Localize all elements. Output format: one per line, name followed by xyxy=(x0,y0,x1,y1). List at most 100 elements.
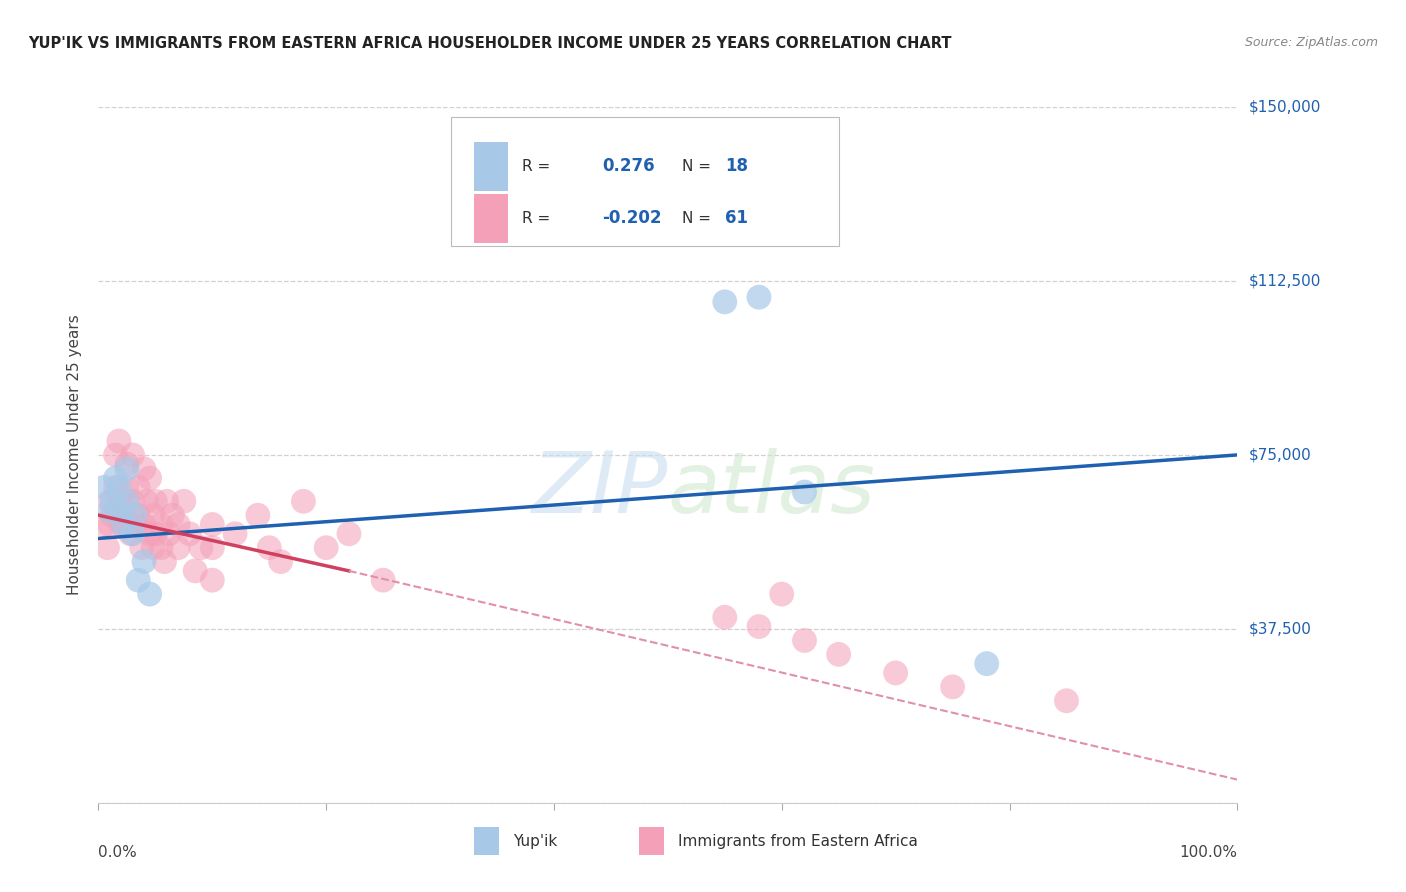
Point xyxy=(96,541,118,555)
Point xyxy=(793,485,815,500)
Text: 0.276: 0.276 xyxy=(602,157,654,175)
Point xyxy=(108,480,131,494)
Point xyxy=(157,526,180,541)
Point xyxy=(190,541,212,555)
FancyBboxPatch shape xyxy=(451,118,839,246)
Point xyxy=(93,517,115,532)
Point xyxy=(145,526,167,541)
Point xyxy=(748,619,770,633)
Point xyxy=(110,503,132,517)
Point xyxy=(110,517,132,532)
Point xyxy=(714,294,737,309)
Point xyxy=(173,494,195,508)
Text: R =: R = xyxy=(522,211,555,226)
Text: $37,500: $37,500 xyxy=(1249,622,1312,636)
Text: R =: R = xyxy=(522,159,555,174)
Point xyxy=(101,494,124,508)
Point xyxy=(104,480,127,494)
Point xyxy=(115,494,138,508)
Text: $75,000: $75,000 xyxy=(1249,448,1312,462)
Point xyxy=(828,648,851,662)
Point xyxy=(179,526,201,541)
Point xyxy=(201,541,224,555)
Point xyxy=(127,573,149,587)
Point xyxy=(98,503,121,517)
Text: 0.0%: 0.0% xyxy=(98,845,138,860)
Text: Yup'ik: Yup'ik xyxy=(513,833,557,848)
Point xyxy=(770,587,793,601)
Point xyxy=(224,526,246,541)
Point xyxy=(138,587,160,601)
Text: ZIP: ZIP xyxy=(531,448,668,532)
Point xyxy=(93,480,115,494)
Point xyxy=(884,665,907,680)
Point xyxy=(337,526,360,541)
Point xyxy=(98,494,121,508)
Point xyxy=(115,457,138,471)
Point xyxy=(942,680,965,694)
Point xyxy=(112,503,135,517)
Point xyxy=(246,508,269,523)
Bar xyxy=(474,827,499,855)
Text: $112,500: $112,500 xyxy=(1249,274,1320,288)
Point xyxy=(115,462,138,476)
Point xyxy=(108,434,131,448)
Point xyxy=(270,555,292,569)
Y-axis label: Householder Income Under 25 years: Householder Income Under 25 years xyxy=(67,315,83,595)
Point xyxy=(121,526,143,541)
Point xyxy=(138,526,160,541)
Text: 100.0%: 100.0% xyxy=(1180,845,1237,860)
Point xyxy=(156,494,179,508)
Point xyxy=(124,517,146,532)
Point xyxy=(121,448,143,462)
Point xyxy=(142,541,165,555)
Point xyxy=(201,573,224,587)
Bar xyxy=(474,194,509,243)
Text: 61: 61 xyxy=(725,210,748,227)
Point xyxy=(162,508,184,523)
Point xyxy=(793,633,815,648)
Point xyxy=(371,573,394,587)
Bar xyxy=(640,827,665,855)
Text: -0.202: -0.202 xyxy=(602,210,661,227)
Point xyxy=(132,555,155,569)
Point xyxy=(150,541,173,555)
Point xyxy=(131,541,153,555)
Point xyxy=(132,462,155,476)
Point xyxy=(101,508,124,523)
Text: Source: ZipAtlas.com: Source: ZipAtlas.com xyxy=(1244,36,1378,49)
Point xyxy=(1054,694,1078,708)
Point xyxy=(124,508,146,523)
Point xyxy=(184,564,207,578)
Point xyxy=(201,517,224,532)
Point xyxy=(104,471,127,485)
Point xyxy=(145,494,167,508)
Text: N =: N = xyxy=(682,159,716,174)
Point xyxy=(120,526,142,541)
Point xyxy=(153,555,176,569)
Point xyxy=(748,290,770,304)
Point xyxy=(142,508,165,523)
Point xyxy=(121,494,143,508)
Point xyxy=(115,480,138,494)
Text: Immigrants from Eastern Africa: Immigrants from Eastern Africa xyxy=(678,833,918,848)
Text: 18: 18 xyxy=(725,157,748,175)
Point xyxy=(167,541,190,555)
Point xyxy=(259,541,281,555)
Point xyxy=(115,517,138,532)
Point xyxy=(98,517,121,532)
Point xyxy=(315,541,337,555)
Point xyxy=(976,657,998,671)
Text: $150,000: $150,000 xyxy=(1249,100,1320,114)
Point xyxy=(112,517,135,532)
Bar xyxy=(474,142,509,191)
Point xyxy=(292,494,315,508)
Point xyxy=(110,494,132,508)
Point xyxy=(127,480,149,494)
Point xyxy=(714,610,737,624)
Text: atlas: atlas xyxy=(668,448,876,532)
Text: N =: N = xyxy=(682,211,716,226)
Point xyxy=(150,517,173,532)
Point xyxy=(104,448,127,462)
Point xyxy=(167,517,190,532)
